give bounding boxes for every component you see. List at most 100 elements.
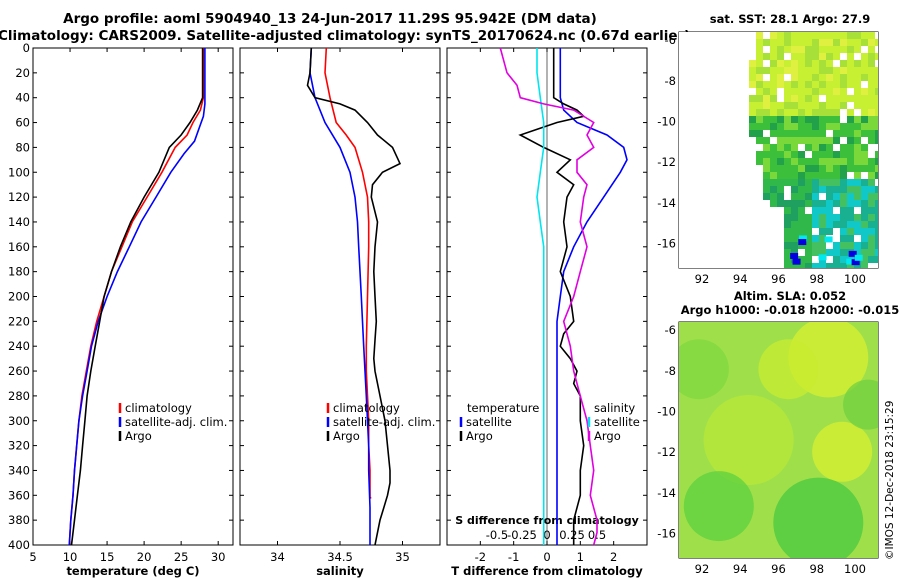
map-top-pixel (812, 214, 819, 221)
map-top-pixel (819, 249, 826, 256)
map-top-pixel (805, 53, 812, 60)
map-top-pixel (763, 95, 770, 102)
map-top-pixel (805, 144, 812, 151)
map-top-pixel (833, 263, 840, 268)
map-top-pixel (798, 242, 805, 249)
map-top-pixel (826, 249, 833, 256)
map-top-pixel (833, 158, 840, 165)
map-top-pixel (826, 193, 833, 200)
map-top-pixel (847, 137, 854, 144)
map-top-pixel (875, 165, 878, 172)
temperature-legend-red-label: climatology (125, 401, 192, 415)
salinity-xlabel: salinity (316, 564, 364, 578)
map-bottom-xtick-label: 100 (844, 562, 866, 576)
map-top-pixel (763, 137, 770, 144)
map-top-pixel (875, 109, 878, 116)
map-top-pixel (763, 123, 770, 130)
map-top-pixel (763, 88, 770, 95)
map-top-pixel (868, 256, 875, 263)
map-top-pixel (784, 235, 791, 242)
map-top-pixel (777, 200, 784, 207)
map-top-pixel (756, 53, 763, 60)
map-top-pixel (868, 249, 875, 256)
map-top-pixel (847, 151, 854, 158)
map-top-pixel (868, 235, 875, 242)
map-bottom-xtick-label: 92 (695, 562, 710, 576)
map-top-pixel (798, 130, 805, 137)
map-top-pixel (819, 179, 826, 186)
map-top-pixel (805, 193, 812, 200)
map-top-pixel (868, 200, 875, 207)
map-top-pixel (791, 158, 798, 165)
map-top-ytick-label: -6 (665, 33, 676, 47)
map-top-pixel (840, 186, 847, 193)
temperature-ytick-label: 20 (15, 66, 30, 80)
map-top-pixel (805, 32, 812, 39)
map-top-pixel (812, 172, 819, 179)
map-top-pixel (875, 256, 878, 263)
map-top-pixel (770, 95, 777, 102)
map-top-pixel (847, 221, 854, 228)
map-top-pixel (840, 88, 847, 95)
map-top-pixel (791, 46, 798, 53)
map-top-pixel (756, 95, 763, 102)
map-top-pixel (833, 109, 840, 116)
difference-T-xtick-label: -1 (508, 550, 519, 564)
map-top-pixel (840, 207, 847, 214)
map-top-pixel (826, 60, 833, 67)
map-top-pixel (861, 221, 868, 228)
map-top-pixel (798, 123, 805, 130)
map-top-pixel (805, 130, 812, 137)
map-top-pixel (791, 221, 798, 228)
map-top-pixel (805, 158, 812, 165)
map-top-pixel (756, 46, 763, 53)
map-top-pixel (833, 32, 840, 39)
map-top-pixel (875, 172, 878, 179)
map-bottom-ytick-label: -6 (665, 323, 676, 337)
map-top-pixel (826, 67, 833, 74)
map-top-pixel (770, 102, 777, 109)
map-top-pixel (868, 46, 875, 53)
map-top-pixel (819, 130, 826, 137)
map-top-pixel (763, 151, 770, 158)
map-top-pixel (868, 158, 875, 165)
map-top-pixel (798, 193, 805, 200)
temperature-ytick-label: 40 (15, 91, 30, 105)
map-top-pixel (770, 193, 777, 200)
map-top-pixel (805, 200, 812, 207)
map-top-pixel (791, 207, 798, 214)
map-top-pixel (861, 242, 868, 249)
map-top-pixel (763, 102, 770, 109)
map-top-pixel (770, 144, 777, 151)
map-top-pixel (812, 144, 819, 151)
map-top-pixel (819, 207, 826, 214)
map-top-pixel (812, 249, 819, 256)
map-top-pixel (868, 32, 875, 39)
map-top-pixel (875, 74, 878, 81)
map-top-pixel (833, 74, 840, 81)
map-bottom-ytick-label: -14 (657, 486, 676, 500)
map-top-pixel (868, 102, 875, 109)
map-top-pixel (861, 130, 868, 137)
map-top-pixel (777, 193, 784, 200)
map-top-group: 92 94 96 98 100 -6 -8 -10 -12 -14 -16 (657, 31, 879, 286)
map-top-pixel (777, 172, 784, 179)
map-top-pixel (784, 151, 791, 158)
map-top-pixel (791, 53, 798, 60)
map-top-pixel (861, 74, 868, 81)
map-top-pixel (791, 60, 798, 67)
map-top-pixel (861, 179, 868, 186)
salinity-series-black (306, 47, 402, 546)
map-top-pixel (784, 165, 791, 172)
title-line-2: Climatology: CARS2009. Satellite-adjuste… (0, 28, 691, 44)
map-top-pixel (819, 235, 826, 242)
map-top-pixel (791, 242, 798, 249)
difference-S-tick-label: 0.25 (559, 528, 585, 542)
map-top-pixel (756, 32, 763, 39)
difference-S-xlabel: S difference from climatology (455, 514, 639, 527)
map-bottom-xtick-label: 98 (809, 562, 824, 576)
map-top-pixel (854, 123, 861, 130)
map-top-pixel (854, 172, 861, 179)
map-top-pixel (819, 228, 826, 235)
map-top-pixel (770, 39, 777, 46)
